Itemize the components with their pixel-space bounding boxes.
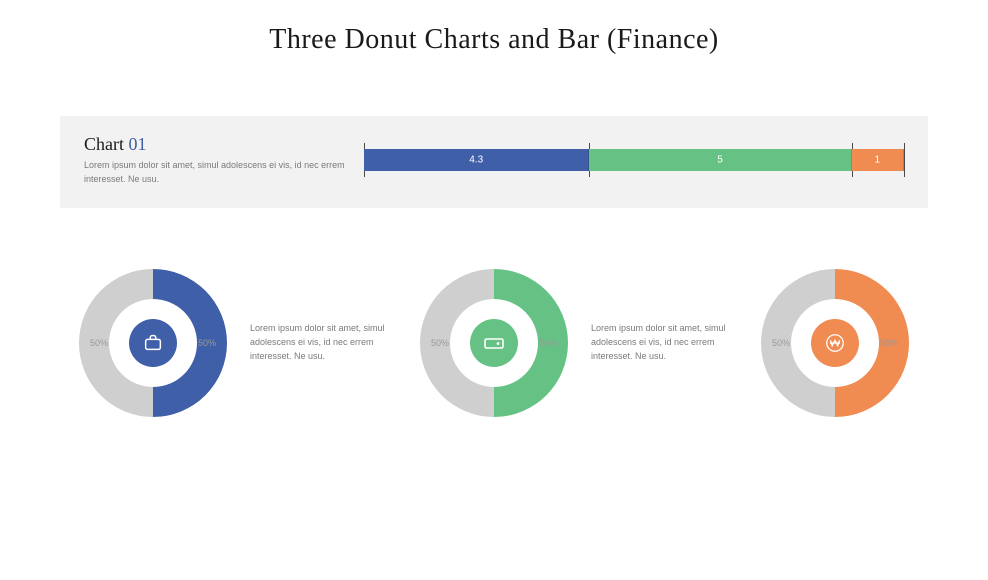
- donut-chart-2: 50% 50%: [419, 268, 569, 418]
- won-coin-icon: [824, 332, 846, 354]
- donut-center-2: [470, 319, 518, 367]
- bar-segment: 4.3: [364, 149, 589, 171]
- donut-chart-1: 50% 50%: [78, 268, 228, 418]
- donut-3-right-pct: 50%: [880, 338, 898, 348]
- donut-3-left-pct: 50%: [772, 338, 790, 348]
- donut-1-desc: Lorem ipsum dolor sit amet, simul adoles…: [250, 322, 390, 364]
- bar-section-left: Chart 01 Lorem ipsum dolor sit amet, sim…: [84, 134, 364, 186]
- bar-segment: 5: [589, 149, 851, 171]
- donut-1-left-pct: 50%: [90, 338, 108, 348]
- donut-chart-3: 50% 50%: [760, 268, 910, 418]
- bar-segment: 1: [852, 149, 904, 171]
- donut-2-left-pct: 50%: [431, 338, 449, 348]
- donut-1-right-pct: 50%: [198, 338, 216, 348]
- bar-title-number: 01: [129, 134, 147, 154]
- briefcase-icon: [142, 332, 164, 354]
- stacked-bar-chart: 4.351: [364, 146, 904, 174]
- bar-title-prefix: Chart: [84, 134, 129, 154]
- donut-2-right-pct: 50%: [539, 338, 557, 348]
- donut-row: 50% 50% Lorem ipsum dolor sit amet, simu…: [78, 268, 910, 418]
- bar-section-title: Chart 01: [84, 134, 364, 155]
- ticket-icon: [482, 331, 506, 355]
- donut-block-1: 50% 50% Lorem ipsum dolor sit amet, simu…: [78, 268, 390, 418]
- donut-center-1: [129, 319, 177, 367]
- donut-2-desc: Lorem ipsum dolor sit amet, simul adoles…: [591, 322, 731, 364]
- donut-center-3: [811, 319, 859, 367]
- donut-block-3: 50% 50%: [760, 268, 910, 418]
- bar-section-desc: Lorem ipsum dolor sit amet, simul adoles…: [84, 159, 364, 186]
- bar-section: Chart 01 Lorem ipsum dolor sit amet, sim…: [60, 116, 928, 208]
- donut-block-2: 50% 50% Lorem ipsum dolor sit amet, simu…: [419, 268, 731, 418]
- page-title: Three Donut Charts and Bar (Finance): [0, 24, 988, 56]
